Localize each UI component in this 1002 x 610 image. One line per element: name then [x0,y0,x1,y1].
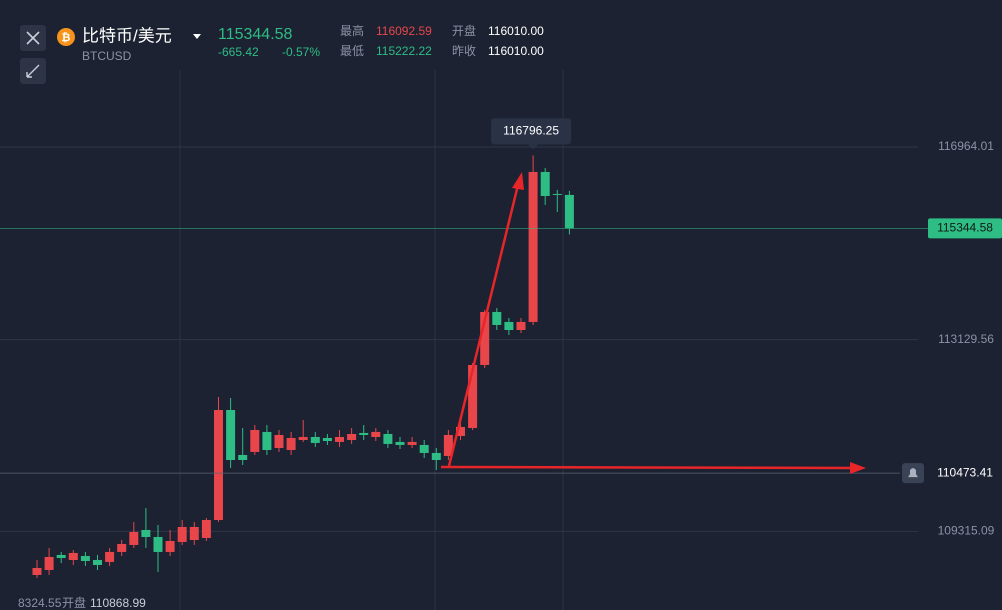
candle-body [274,434,284,448]
candle-body [540,171,550,196]
candle-body [44,556,54,570]
footer-value: 110868.99 [90,596,146,610]
candle-body [516,321,526,330]
symbol: BTCUSD [82,49,132,63]
candle-body [468,364,478,428]
candle-body [552,193,562,195]
candle-body [226,410,236,460]
candle-body [93,560,102,565]
y-tick-label: 116964.01 [938,139,994,153]
max-tooltip-pointer [528,144,539,150]
candle-body [528,171,538,322]
candle-body [201,520,211,538]
collapse-icon [26,64,40,78]
candle-body [141,530,151,537]
price-tag [928,218,1002,239]
candle-body [504,321,514,330]
alert-label: 110473.41 [937,465,993,479]
candle-body [165,541,175,552]
candle-body [32,567,42,575]
stat-label: 最高 [340,23,364,38]
alert-bell [908,468,918,478]
stat-label: 最低 [340,44,364,58]
candle-body [359,432,369,435]
candle-body [238,454,248,460]
candle-body [286,437,296,450]
candle-body [250,430,260,452]
candle-body [335,436,344,442]
candle-body [322,437,332,442]
stat-value: 116092.59 [376,24,432,38]
max-label: 116796.25 [503,124,559,138]
candle-body [564,194,574,229]
dropdown[interactable] [193,34,201,39]
candle-body [456,426,465,436]
candle-body [443,434,453,456]
last-price: 115344.58 [218,26,293,43]
btc-icon [57,28,75,46]
candle-body [68,552,78,560]
change-pct: -0.57% [282,45,320,59]
footer-clipped: 8324.55 [18,596,62,610]
candle-body [56,554,66,558]
footer-label: 开盘 [62,595,86,610]
candle-body [105,551,115,562]
stat-label: 昨收 [452,44,476,58]
stat-label: 开盘 [452,23,476,38]
candle-body [177,526,187,542]
close-icon [26,31,40,45]
price-tag-label: 115344.58 [937,221,993,235]
annotation-arrows [440,172,866,474]
candle-body [189,526,199,540]
candle-body [153,536,163,552]
candle-body [383,433,393,444]
y-tick-label: 113129.56 [938,332,994,346]
candle-body [371,431,381,437]
candle-body [395,441,405,445]
candle-body [347,433,357,440]
candle-body [492,311,502,325]
max-tooltip [491,118,572,145]
stat-value: 116010.00 [488,44,544,58]
candle-body [310,436,320,443]
candle-body [298,436,308,440]
candle-body [431,452,441,460]
candle-body [419,444,429,453]
candle-body [117,543,127,552]
stat-value: 115222.22 [376,44,432,58]
btc-symbol: ₿ [62,32,71,44]
title[interactable]: 比特币/美元 [82,26,172,45]
candle-body [407,441,417,445]
y-tick-label: 109315.09 [938,524,995,538]
stat-value: 116010.00 [488,24,544,38]
candle-body [262,431,272,450]
candle-body [80,555,90,562]
candle-body [129,531,139,545]
candle-body [480,311,490,365]
change: -665.42 [218,45,259,59]
candle-body [214,410,223,520]
plot [0,146,928,578]
